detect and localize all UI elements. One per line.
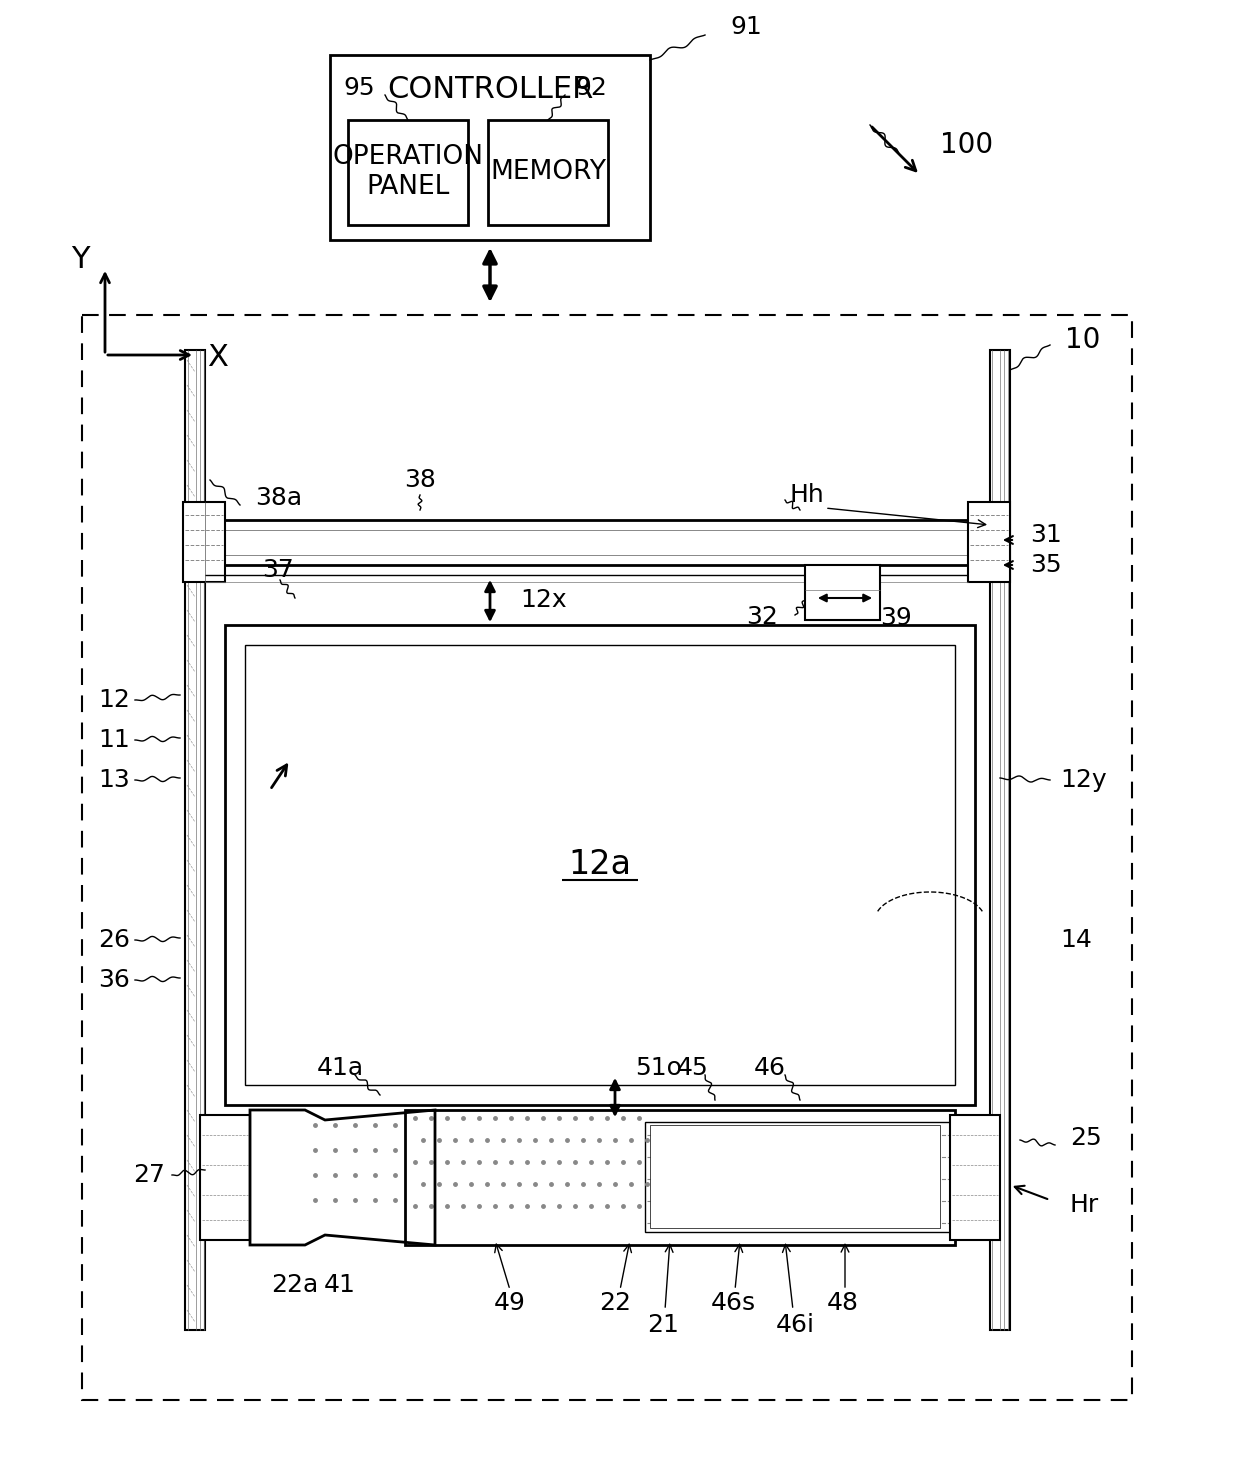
Text: 36: 36 <box>98 968 130 991</box>
Text: 46s: 46s <box>711 1290 755 1315</box>
Text: 37: 37 <box>262 558 294 582</box>
Text: 41a: 41a <box>316 1056 363 1080</box>
Bar <box>82 315 1132 1399</box>
Text: 51o: 51o <box>635 1056 682 1080</box>
Text: 100: 100 <box>940 131 993 159</box>
Bar <box>185 351 205 1330</box>
Text: 13: 13 <box>98 767 130 792</box>
Text: 10: 10 <box>1065 326 1100 354</box>
Text: 95: 95 <box>343 77 374 100</box>
Text: Hr: Hr <box>1070 1193 1099 1217</box>
Text: OPERATION
PANEL: OPERATION PANEL <box>332 144 484 200</box>
Bar <box>205 520 980 566</box>
Text: 12x: 12x <box>520 588 567 611</box>
Text: 38a: 38a <box>255 486 303 510</box>
Bar <box>224 625 975 1105</box>
Text: 22a: 22a <box>272 1273 319 1298</box>
Text: X: X <box>207 343 228 373</box>
Text: Y: Y <box>72 246 91 274</box>
Text: 49: 49 <box>494 1290 526 1315</box>
Text: 14: 14 <box>1060 928 1092 952</box>
Text: 32: 32 <box>746 605 777 629</box>
Text: CONTROLLER: CONTROLLER <box>387 75 593 105</box>
Text: 22: 22 <box>599 1290 631 1315</box>
Text: 38: 38 <box>404 468 436 492</box>
Text: 26: 26 <box>98 928 130 952</box>
Bar <box>990 351 1011 1330</box>
Text: Hh: Hh <box>790 483 825 507</box>
Text: 92: 92 <box>575 77 606 100</box>
Bar <box>805 566 880 620</box>
Bar <box>650 1125 940 1228</box>
Text: 11: 11 <box>98 728 130 753</box>
Text: 12: 12 <box>98 688 130 711</box>
Text: 25: 25 <box>1070 1125 1102 1150</box>
Bar <box>645 1122 955 1231</box>
Text: 41: 41 <box>324 1273 356 1298</box>
Text: 48: 48 <box>827 1290 859 1315</box>
Text: 39: 39 <box>880 605 911 630</box>
Bar <box>330 55 650 240</box>
Bar <box>200 1115 250 1240</box>
Text: 21: 21 <box>647 1312 680 1337</box>
Bar <box>968 502 1011 582</box>
Bar <box>489 119 608 225</box>
Text: MEMORY: MEMORY <box>490 159 606 186</box>
Text: 31: 31 <box>1030 523 1061 546</box>
Text: 12y: 12y <box>1060 767 1106 792</box>
Bar <box>246 645 955 1086</box>
Text: 35: 35 <box>1030 552 1061 577</box>
Bar <box>950 1115 999 1240</box>
Text: 46i: 46i <box>775 1312 815 1337</box>
Text: 27: 27 <box>133 1164 165 1187</box>
Bar <box>405 1111 955 1245</box>
Text: 46: 46 <box>754 1056 786 1080</box>
Text: 91: 91 <box>730 15 761 38</box>
Bar <box>348 119 467 225</box>
Bar <box>184 502 224 582</box>
Text: 12a: 12a <box>568 848 631 881</box>
Text: 45: 45 <box>677 1056 709 1080</box>
